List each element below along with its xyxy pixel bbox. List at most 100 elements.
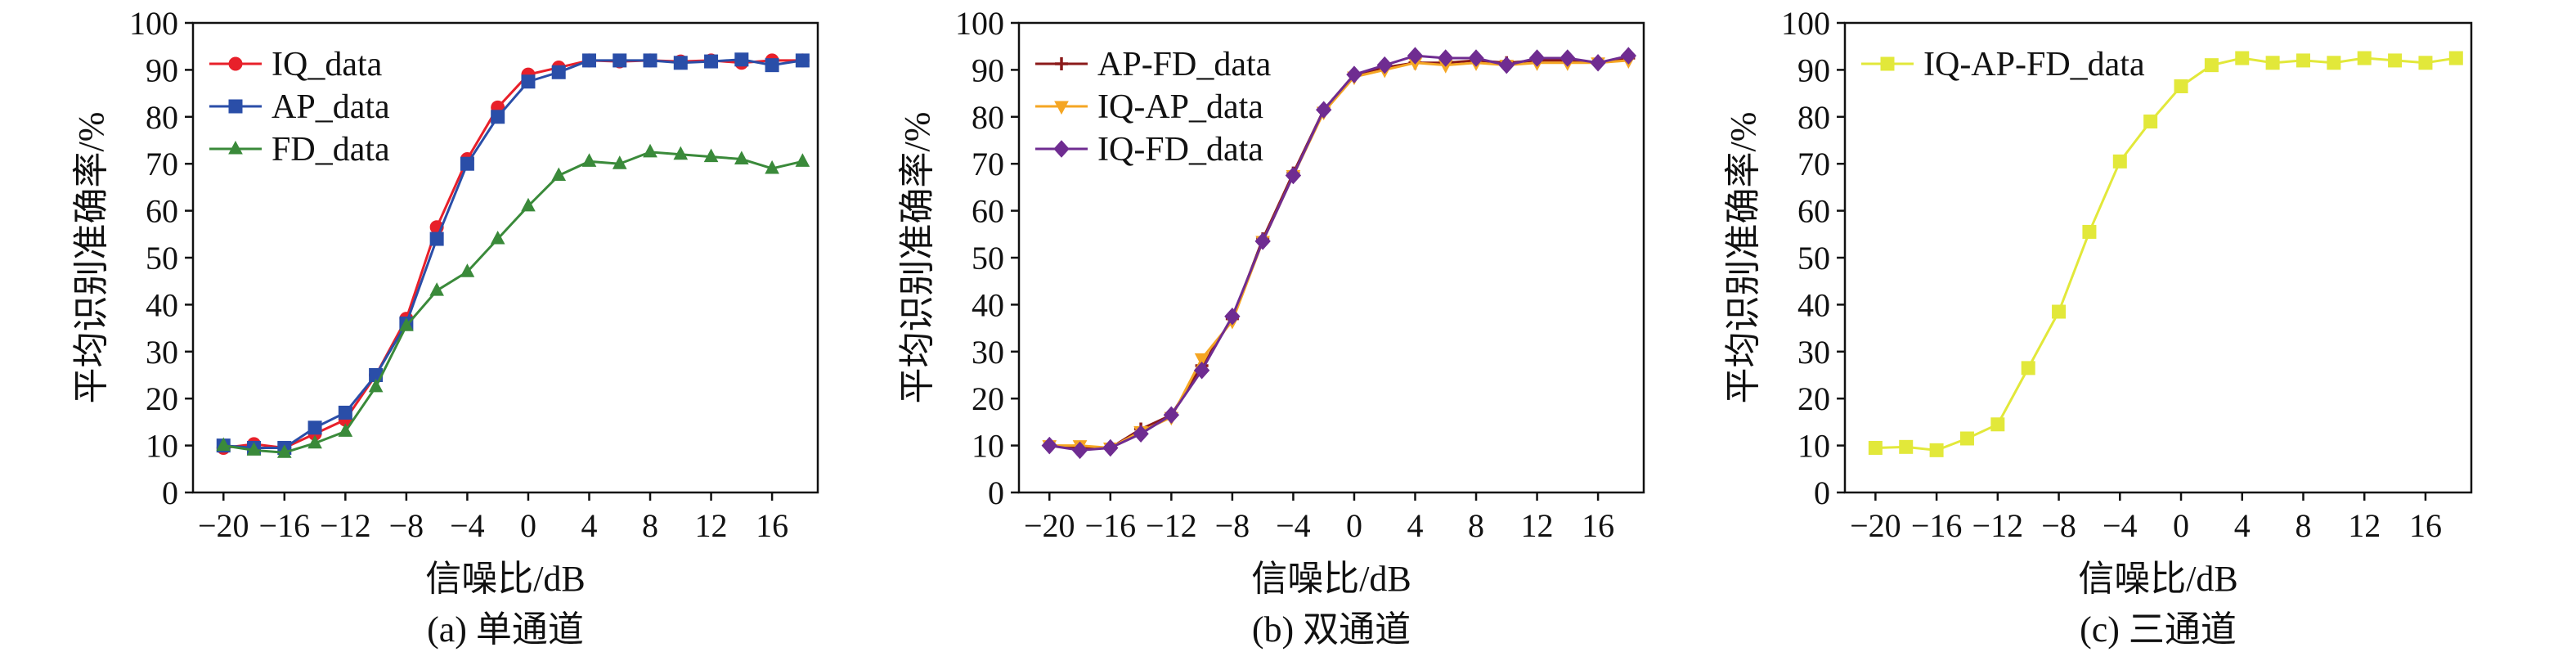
x-tick-label: 4: [581, 507, 597, 544]
data-point: [2327, 56, 2341, 70]
x-axis-title: 信噪比/dB: [2078, 559, 2238, 599]
y-tick-label: 70: [146, 146, 178, 182]
y-tick-label: 20: [1797, 380, 1830, 417]
x-tick-label: −8: [389, 507, 424, 544]
data-point: [673, 146, 689, 160]
y-tick-label: 30: [146, 334, 178, 371]
data-point: [2052, 304, 2067, 319]
data-point: [2388, 53, 2403, 68]
data-point: [1376, 56, 1393, 74]
data-point: [734, 151, 749, 164]
data-point: [429, 282, 444, 296]
data-point: [399, 317, 414, 331]
data-point: [1407, 47, 1424, 65]
data-point: [429, 232, 444, 246]
y-tick-label: 10: [146, 428, 178, 465]
data-point: [490, 230, 505, 245]
x-tick-label: 0: [2173, 507, 2189, 544]
data-point: [2082, 224, 2097, 239]
x-tick-label: −12: [1972, 507, 2024, 544]
data-point: [1959, 431, 1974, 446]
x-tick-label: −12: [320, 507, 371, 544]
y-tick-label: 90: [146, 52, 178, 88]
panel-b-dual-channel: 0 10 20 30 40 50 60 70 80 90 100 −20 −16 −12 −8 −4 0 4 8 12…: [897, 5, 1645, 650]
data-point: [551, 65, 566, 79]
data-point: [1498, 56, 1515, 74]
x-tick-label: −16: [1911, 507, 1963, 544]
x-tick-label: −12: [1146, 507, 1197, 544]
y-tick-label: 10: [972, 428, 1004, 465]
y-tick-label: 70: [972, 146, 1004, 182]
data-point: [521, 197, 536, 212]
data-point: [581, 53, 596, 68]
data-point: [1041, 436, 1057, 455]
data-point: [1468, 49, 1484, 67]
data-point: [338, 423, 353, 437]
data-point: [795, 153, 810, 167]
x-tick-label: −20: [198, 507, 249, 544]
data-point: [460, 156, 474, 171]
data-point: [1868, 440, 1883, 455]
y-tick-label: 40: [1797, 286, 1830, 323]
data-point: [1316, 101, 1332, 119]
legend: AP-FD_data IQ-AP_data IQ-FD_data: [1035, 46, 1272, 169]
x-tick-label: −16: [1085, 507, 1137, 544]
data-point: [460, 263, 475, 277]
legend-marker: [1054, 101, 1069, 115]
y-tick-label: 90: [1797, 52, 1830, 88]
x-tick-label: 8: [1468, 507, 1484, 544]
legend-marker: [1055, 57, 1068, 70]
x-tick-label: −20: [1850, 507, 1901, 544]
data-point: [703, 148, 719, 163]
data-point: [2174, 79, 2188, 93]
series-IQ-AP-FD_data: [1868, 51, 2463, 457]
y-tick-label: 100: [1781, 5, 1830, 42]
x-tick-label: −16: [259, 507, 311, 544]
legend-marker: [228, 140, 243, 155]
panel-c-triple-channel: 0 10 20 30 40 50 60 70 80 90 100 −20 −16 −12 −8 −4 0 4 8 12…: [1723, 5, 2473, 650]
y-tick-label: 80: [972, 99, 1004, 136]
y-tick-label: 60: [146, 193, 178, 230]
data-point: [2296, 53, 2310, 68]
x-tick-label: 16: [2409, 507, 2442, 544]
y-tick-label: 50: [972, 240, 1004, 277]
legend: IQ_data AP_data FD_data: [209, 46, 390, 169]
data-point: [1193, 362, 1210, 380]
data-point: [643, 143, 657, 158]
x-tick-label: −4: [2103, 507, 2138, 544]
data-point: [2357, 51, 2372, 65]
x-tick-label: 4: [1407, 507, 1423, 544]
legend-marker: [1880, 56, 1895, 71]
series-line: [1875, 56, 2457, 452]
data-point: [1438, 49, 1454, 67]
data-point: [1254, 232, 1271, 250]
data-point: [734, 52, 749, 67]
data-point: [368, 378, 384, 393]
data-point: [307, 434, 322, 449]
data-point: [338, 405, 352, 420]
data-point: [1285, 166, 1302, 185]
data-point: [1071, 441, 1088, 460]
data-point: [1102, 438, 1119, 457]
x-tick-label: 12: [695, 507, 728, 544]
data-point: [1528, 49, 1546, 67]
data-point: [216, 437, 231, 452]
data-point: [1194, 353, 1209, 367]
data-point: [2418, 56, 2433, 70]
x-tick-label: 12: [2348, 507, 2381, 544]
x-tick-label: 16: [756, 507, 788, 544]
x-tick-label: 0: [520, 507, 536, 544]
y-tick-label: 30: [972, 334, 1004, 371]
data-point: [1133, 425, 1149, 443]
legend-label: IQ-AP-FD_data: [1923, 46, 2145, 83]
y-tick-label: 40: [972, 286, 1004, 323]
legend-label: AP_data: [272, 88, 390, 126]
y-axis-title: 平均识别准确率/%: [897, 112, 937, 404]
data-point: [704, 54, 719, 69]
x-axis-title: 信噪比/dB: [1251, 559, 1411, 599]
data-point: [643, 53, 657, 68]
data-point: [2204, 58, 2219, 73]
data-point: [1163, 406, 1180, 425]
